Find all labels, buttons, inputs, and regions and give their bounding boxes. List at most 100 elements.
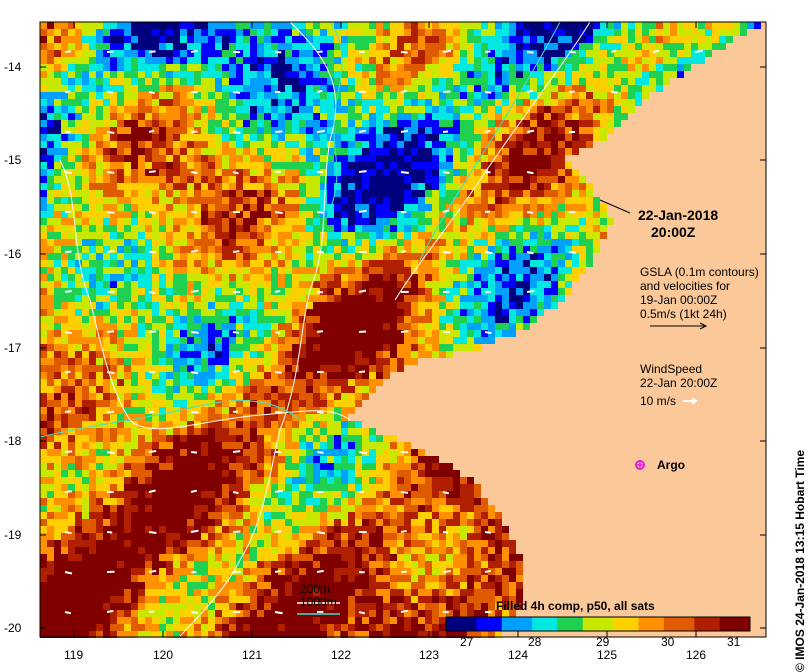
sst-cell — [397, 330, 404, 337]
sst-cell — [621, 64, 628, 71]
sst-cell — [586, 232, 593, 239]
sst-cell — [82, 239, 89, 246]
sst-cell — [131, 92, 138, 99]
sst-cell — [187, 190, 194, 197]
sst-cell — [509, 204, 516, 211]
sst-cell — [96, 190, 103, 197]
sst-cell — [348, 239, 355, 246]
sst-cell — [243, 36, 250, 43]
sst-cell — [292, 498, 299, 505]
sst-cell — [131, 50, 138, 57]
sst-cell — [138, 36, 145, 43]
sst-cell — [551, 57, 558, 64]
sst-cell — [180, 99, 187, 106]
sst-cell — [460, 218, 467, 225]
sst-cell — [474, 43, 481, 50]
sst-cell — [453, 253, 460, 260]
sst-cell — [313, 281, 320, 288]
sst-cell — [257, 64, 264, 71]
sst-cell — [229, 36, 236, 43]
sst-cell — [250, 393, 257, 400]
sst-cell — [257, 351, 264, 358]
sst-cell — [614, 29, 621, 36]
sst-cell — [628, 64, 635, 71]
sst-cell — [404, 85, 411, 92]
sst-cell — [243, 421, 250, 428]
sst-cell — [124, 218, 131, 225]
sst-cell — [390, 491, 397, 498]
sst-cell — [691, 43, 698, 50]
sst-cell — [334, 456, 341, 463]
sst-cell — [152, 120, 159, 127]
sst-cell — [586, 190, 593, 197]
sst-cell — [61, 232, 68, 239]
sst-cell — [82, 127, 89, 134]
sst-cell — [222, 484, 229, 491]
sst-cell — [355, 470, 362, 477]
sst-cell — [82, 358, 89, 365]
sst-cell — [278, 379, 285, 386]
sst-cell — [355, 134, 362, 141]
sst-cell — [257, 372, 264, 379]
sst-cell — [89, 449, 96, 456]
sst-cell — [103, 463, 110, 470]
sst-cell — [215, 253, 222, 260]
sst-cell — [600, 120, 607, 127]
sst-cell — [572, 197, 579, 204]
sst-cell — [341, 57, 348, 64]
sst-cell — [222, 309, 229, 316]
sst-cell — [614, 78, 621, 85]
sst-cell — [530, 204, 537, 211]
sst-cell — [68, 456, 75, 463]
sst-cell — [425, 477, 432, 484]
sst-cell — [621, 36, 628, 43]
sst-cell — [432, 64, 439, 71]
sst-cell — [432, 463, 439, 470]
sst-cell — [334, 155, 341, 162]
sst-cell — [628, 22, 635, 29]
sst-cell — [215, 113, 222, 120]
sst-cell — [173, 239, 180, 246]
sst-cell — [159, 386, 166, 393]
sst-cell — [201, 155, 208, 162]
sst-cell — [222, 393, 229, 400]
sst-cell — [523, 274, 530, 281]
sst-cell — [397, 358, 404, 365]
sst-cell — [194, 176, 201, 183]
sst-cell — [278, 491, 285, 498]
sst-cell — [460, 127, 467, 134]
sst-cell — [229, 127, 236, 134]
sst-cell — [572, 22, 579, 29]
sst-cell — [103, 78, 110, 85]
sst-cell — [180, 29, 187, 36]
sst-cell — [117, 456, 124, 463]
sst-cell — [509, 141, 516, 148]
sst-cell — [96, 372, 103, 379]
sst-cell — [474, 309, 481, 316]
sst-cell — [348, 120, 355, 127]
sst-cell — [47, 211, 54, 218]
sst-cell — [208, 463, 215, 470]
sst-cell — [313, 414, 320, 421]
sst-cell — [208, 267, 215, 274]
sst-cell — [397, 267, 404, 274]
sst-cell — [446, 337, 453, 344]
sst-cell — [166, 365, 173, 372]
sst-cell — [138, 491, 145, 498]
sst-cell — [390, 281, 397, 288]
sst-cell — [488, 106, 495, 113]
sst-cell — [488, 218, 495, 225]
sst-cell — [320, 351, 327, 358]
sst-cell — [194, 204, 201, 211]
sst-cell — [397, 274, 404, 281]
sst-cell — [663, 71, 670, 78]
sst-cell — [313, 337, 320, 344]
sst-cell — [180, 442, 187, 449]
sst-cell — [68, 498, 75, 505]
sst-cell — [215, 57, 222, 64]
sst-cell — [313, 120, 320, 127]
sst-cell — [439, 190, 446, 197]
sst-cell — [124, 288, 131, 295]
sst-cell — [565, 204, 572, 211]
sst-cell — [243, 288, 250, 295]
